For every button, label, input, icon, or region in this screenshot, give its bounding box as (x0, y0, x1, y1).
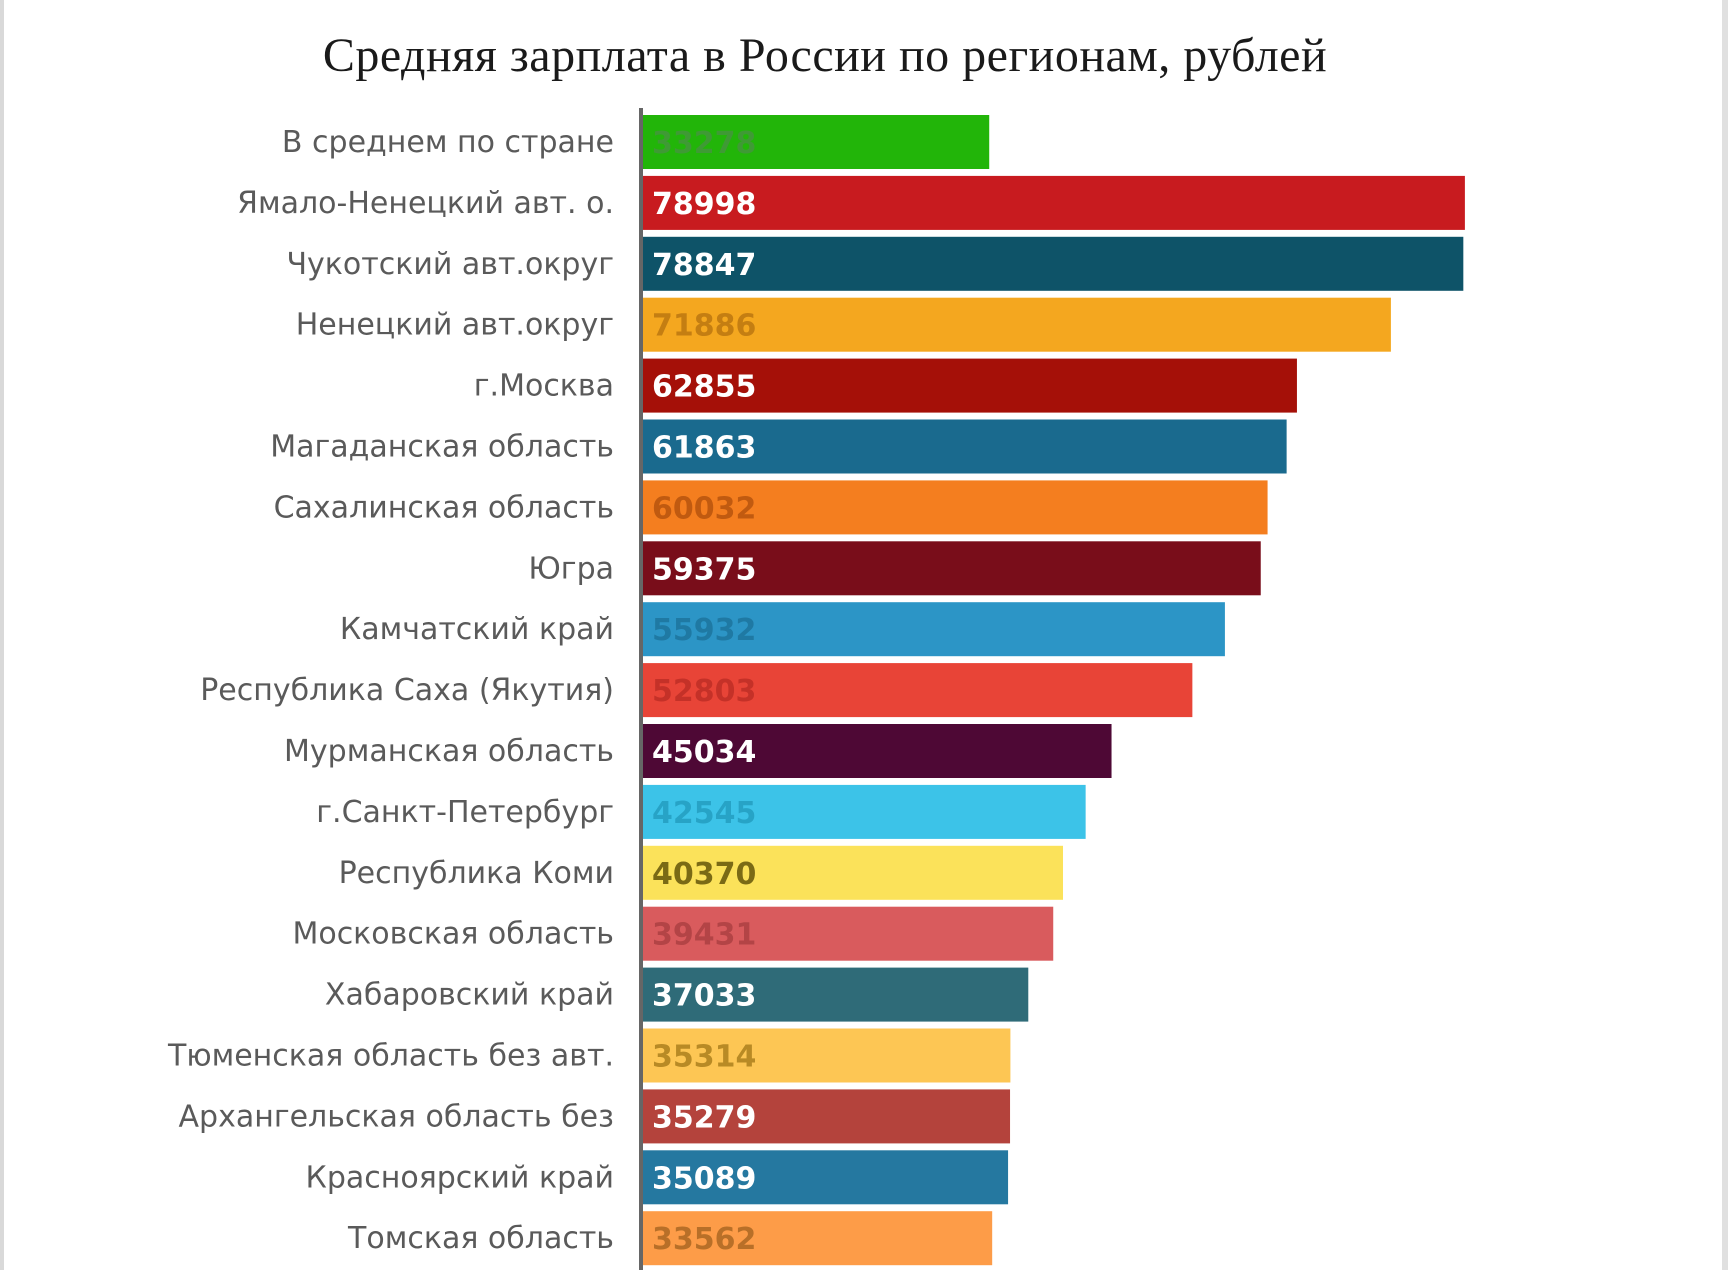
bar (643, 1089, 1011, 1144)
value-label: 35314 (652, 1040, 756, 1075)
value-labels-layer: 33278 78998 78847 71886 62855 61863 60032 59375… (652, 126, 756, 1257)
category-label: г.Санкт-Петербург (316, 795, 614, 830)
category-label: Московская область (292, 917, 614, 952)
value-label: 55932 (652, 613, 756, 648)
category-label: Ямало-Ненецкий авт. о. (237, 186, 614, 221)
value-label: 40370 (652, 857, 756, 892)
bar (643, 236, 1464, 291)
category-label: В среднем по стране (282, 125, 614, 160)
value-label: 33278 (652, 126, 756, 161)
category-label: Хабаровский край (325, 978, 614, 1013)
value-label: 78998 (652, 187, 756, 222)
value-label: 42545 (652, 796, 756, 831)
category-label: Чукотский авт.округ (286, 247, 614, 282)
bar (643, 602, 1225, 657)
bar (643, 724, 1112, 778)
category-label: Сахалинская область (274, 490, 614, 525)
bar (643, 784, 1086, 839)
value-label: 35089 (652, 1161, 756, 1196)
chart-title: Средняя зарплата в России по регионам, р… (322, 29, 1328, 82)
value-label: 52803 (652, 674, 756, 709)
bar (643, 358, 1297, 413)
bar (643, 480, 1268, 535)
value-label: 78847 (652, 248, 756, 283)
value-label: 45034 (652, 735, 756, 770)
category-labels-layer: В среднем по стране Ямало-Ненецкий авт. о… (167, 125, 614, 1256)
bar (643, 419, 1287, 474)
category-label: Томская область (347, 1221, 614, 1256)
bar (643, 906, 1054, 961)
category-label: Югра (528, 551, 614, 586)
bar (643, 297, 1391, 352)
value-label: 62855 (652, 370, 756, 405)
value-label: 33562 (652, 1222, 756, 1257)
value-label: 60032 (652, 491, 756, 526)
value-label: 35279 (652, 1100, 756, 1135)
category-label: Тюменская область без авт. (167, 1039, 614, 1074)
bar (643, 1028, 1011, 1083)
category-label: Архангельская область без (179, 1099, 614, 1134)
category-label: Камчатский край (340, 612, 614, 647)
bar (643, 1211, 993, 1266)
bar (643, 115, 990, 169)
bars-layer (643, 115, 1465, 1266)
category-label: г.Москва (474, 369, 614, 404)
page-left-edge (0, 0, 4, 1270)
category-label: Ненецкий авт.округ (296, 308, 614, 343)
value-label: 39431 (652, 918, 756, 953)
bar (643, 845, 1064, 900)
value-label: 59375 (652, 552, 756, 587)
category-label: Республика Саха (Якутия) (200, 673, 614, 708)
category-label: Красноярский край (306, 1160, 614, 1195)
bar (643, 663, 1193, 718)
bar (643, 541, 1261, 596)
page-right-edge (1722, 0, 1728, 1270)
category-label: Мурманская область (284, 734, 614, 769)
category-label: Магаданская область (270, 430, 614, 465)
value-label: 61863 (652, 431, 756, 466)
value-label: 71886 (652, 309, 756, 344)
value-label: 37033 (652, 979, 756, 1014)
bar (643, 1150, 1009, 1205)
category-label: Республика Коми (339, 856, 614, 891)
bar (643, 967, 1029, 1022)
bar (643, 175, 1465, 230)
